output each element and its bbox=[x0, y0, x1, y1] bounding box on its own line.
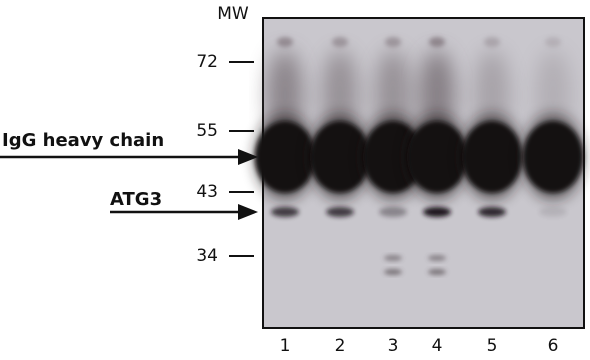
atg3-band bbox=[379, 207, 407, 217]
lane-label: 5 bbox=[487, 336, 498, 356]
heavy-chain-halo bbox=[308, 113, 372, 201]
heavy-chain-halo bbox=[460, 113, 524, 201]
heavy-chain-halo bbox=[405, 113, 469, 201]
arrow-head bbox=[238, 149, 258, 165]
lane-label: 3 bbox=[388, 336, 399, 356]
minor-band bbox=[384, 255, 402, 261]
top-spot bbox=[484, 37, 500, 47]
top-spot bbox=[277, 37, 293, 47]
mw-marker-label: 55 bbox=[196, 121, 218, 141]
atg3-label: ATG3 bbox=[110, 189, 162, 210]
top-spot bbox=[385, 37, 401, 47]
mw-marker-label: 43 bbox=[196, 182, 218, 202]
heavy-chain-halo bbox=[521, 113, 585, 201]
atg3-band bbox=[539, 207, 567, 217]
mw-label: MW bbox=[217, 4, 249, 24]
heavy-chain-halo bbox=[253, 113, 317, 201]
mw-marker-label: 72 bbox=[196, 52, 218, 72]
top-spot bbox=[545, 37, 561, 47]
atg3-band bbox=[478, 207, 506, 217]
mw-marker-label: 34 bbox=[196, 246, 218, 266]
heavy-chain-halo bbox=[361, 113, 425, 201]
lane-label: 6 bbox=[548, 336, 559, 356]
atg3-band bbox=[326, 207, 354, 217]
heavy-chain-label: IgG heavy chain bbox=[2, 130, 164, 151]
atg3-band bbox=[271, 207, 299, 217]
minor-band bbox=[428, 255, 446, 261]
atg3-band bbox=[423, 207, 451, 217]
minor-band bbox=[384, 269, 402, 275]
lane-label: 2 bbox=[335, 336, 346, 356]
minor-band bbox=[428, 269, 446, 275]
arrow-head bbox=[238, 204, 258, 220]
bands bbox=[253, 37, 585, 275]
top-spot bbox=[429, 37, 445, 47]
lane-label: 1 bbox=[280, 336, 291, 356]
top-spot bbox=[332, 37, 348, 47]
lane-label: 4 bbox=[432, 336, 443, 356]
